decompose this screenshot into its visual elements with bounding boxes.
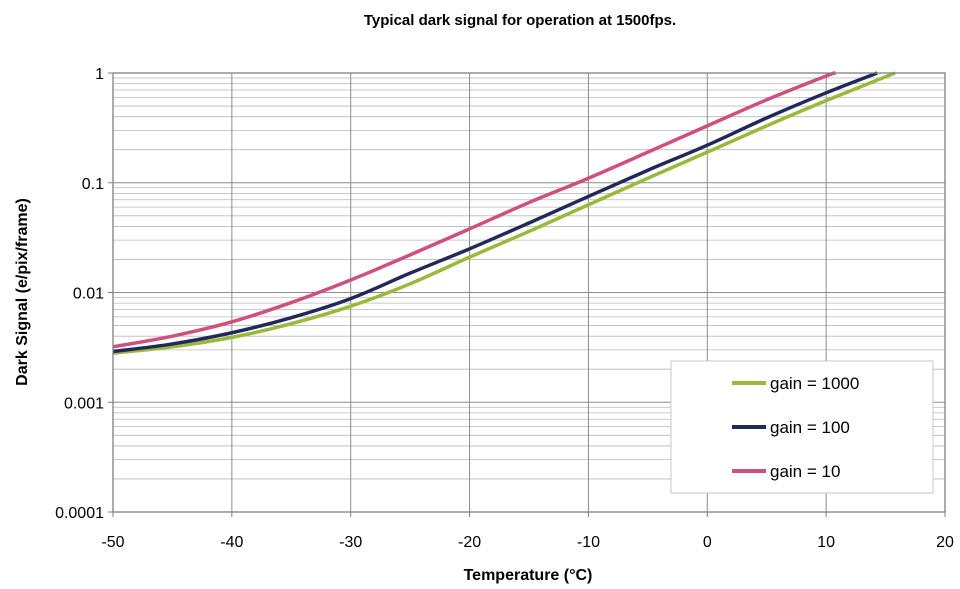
y-tick-label: 0.0001 — [55, 505, 104, 522]
series-layer — [112, 71, 896, 355]
legend-box — [670, 360, 934, 494]
legend-label-0: gain = 1000 — [770, 374, 859, 393]
x-tick-label: -10 — [577, 534, 600, 551]
legend: gain = 1000 gain = 100 gain = 10 — [670, 360, 934, 494]
y-tick-label: 1 — [95, 66, 104, 83]
chart-title: Typical dark signal for operation at 150… — [364, 12, 676, 29]
x-axis-label: Temperature (°C) — [464, 567, 593, 584]
x-tick-label: 10 — [817, 534, 835, 551]
series-line-2 — [112, 71, 837, 349]
x-tick-label: 20 — [936, 534, 954, 551]
x-tick-label: -30 — [339, 534, 362, 551]
legend-label-1: gain = 100 — [770, 418, 850, 437]
x-axis-ticks: -50 -40 -30 -20 -10 0 10 20 — [101, 512, 954, 551]
y-axis-ticks: 0.0001 0.001 0.01 0.1 1 — [55, 66, 113, 522]
y-tick-label: 0.001 — [64, 395, 104, 412]
y-tick-label: 0.1 — [82, 176, 104, 193]
y-axis-label: Dark Signal (e/pix/frame) — [14, 198, 31, 386]
x-tick-label: -20 — [458, 534, 481, 551]
series-line-1 — [112, 71, 878, 354]
x-tick-label: -40 — [220, 534, 243, 551]
y-tick-label: 0.01 — [73, 286, 104, 303]
legend-label-2: gain = 10 — [770, 462, 840, 481]
series-line-0 — [112, 71, 896, 355]
x-tick-label: -50 — [101, 534, 124, 551]
x-tick-label: 0 — [703, 534, 712, 551]
